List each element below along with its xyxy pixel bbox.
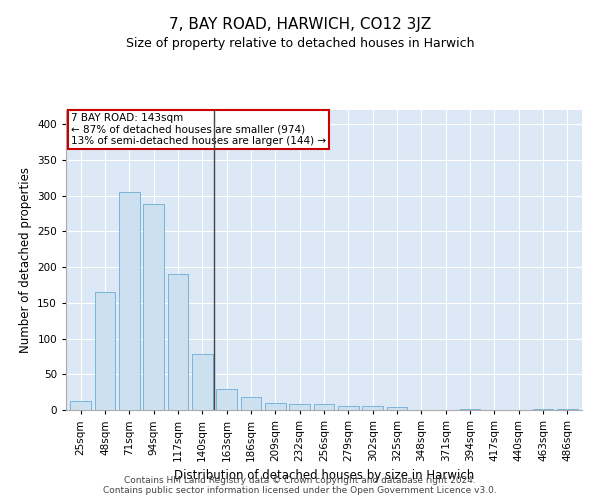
Bar: [70, 400, 91, 410]
Bar: [143, 204, 164, 410]
Bar: [362, 406, 383, 410]
Bar: [265, 403, 286, 410]
Text: Contains HM Land Registry data © Crown copyright and database right 2024.
Contai: Contains HM Land Registry data © Crown c…: [103, 476, 497, 495]
X-axis label: Distribution of detached houses by size in Harwich: Distribution of detached houses by size …: [174, 470, 474, 482]
Bar: [241, 397, 262, 410]
Bar: [314, 404, 334, 410]
Bar: [338, 406, 359, 410]
Bar: [460, 408, 481, 410]
Bar: [386, 407, 407, 410]
Text: Size of property relative to detached houses in Harwich: Size of property relative to detached ho…: [126, 38, 474, 51]
Text: 7, BAY ROAD, HARWICH, CO12 3JZ: 7, BAY ROAD, HARWICH, CO12 3JZ: [169, 18, 431, 32]
Bar: [119, 192, 140, 410]
Bar: [167, 274, 188, 410]
Bar: [533, 408, 553, 410]
Text: 7 BAY ROAD: 143sqm
← 87% of detached houses are smaller (974)
13% of semi-detach: 7 BAY ROAD: 143sqm ← 87% of detached hou…: [71, 113, 326, 146]
Bar: [557, 408, 578, 410]
Bar: [289, 404, 310, 410]
Bar: [216, 388, 237, 410]
Bar: [192, 354, 212, 410]
Y-axis label: Number of detached properties: Number of detached properties: [19, 167, 32, 353]
Bar: [95, 292, 115, 410]
